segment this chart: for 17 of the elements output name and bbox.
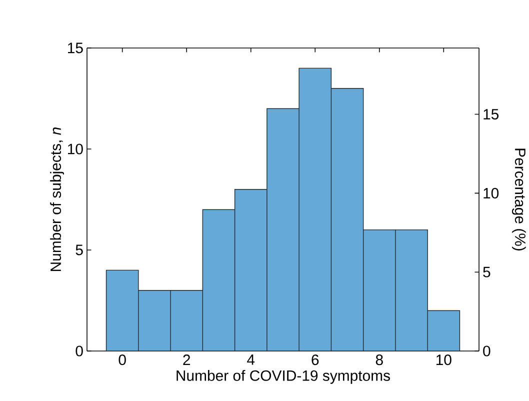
- x-tick-label: 2: [183, 354, 190, 365]
- y2-tick-label: 10: [484, 188, 499, 198]
- x-tick-label: 10: [436, 354, 452, 366]
- y-axis-title: Number of subjects, n: [50, 128, 64, 271]
- y2-axis-title: Percentage (%): [512, 148, 526, 250]
- x-tick-label: 6: [312, 354, 319, 366]
- y-tick-label: 5: [76, 244, 83, 256]
- x-tick-label: 8: [376, 354, 383, 366]
- y2-tick-label: 5: [483, 266, 490, 278]
- y2-tick-label: 0: [483, 346, 490, 356]
- y-tick-label: 10: [68, 144, 83, 154]
- y2-tick-label: 15: [484, 109, 499, 120]
- y-tick-label: 15: [68, 42, 83, 54]
- x-axis-title: Number of COVID-19 symptoms: [176, 370, 390, 384]
- x-tick-label: 0: [118, 354, 126, 366]
- y-tick-label: 0: [76, 346, 83, 356]
- x-tick-label: 4: [247, 354, 255, 365]
